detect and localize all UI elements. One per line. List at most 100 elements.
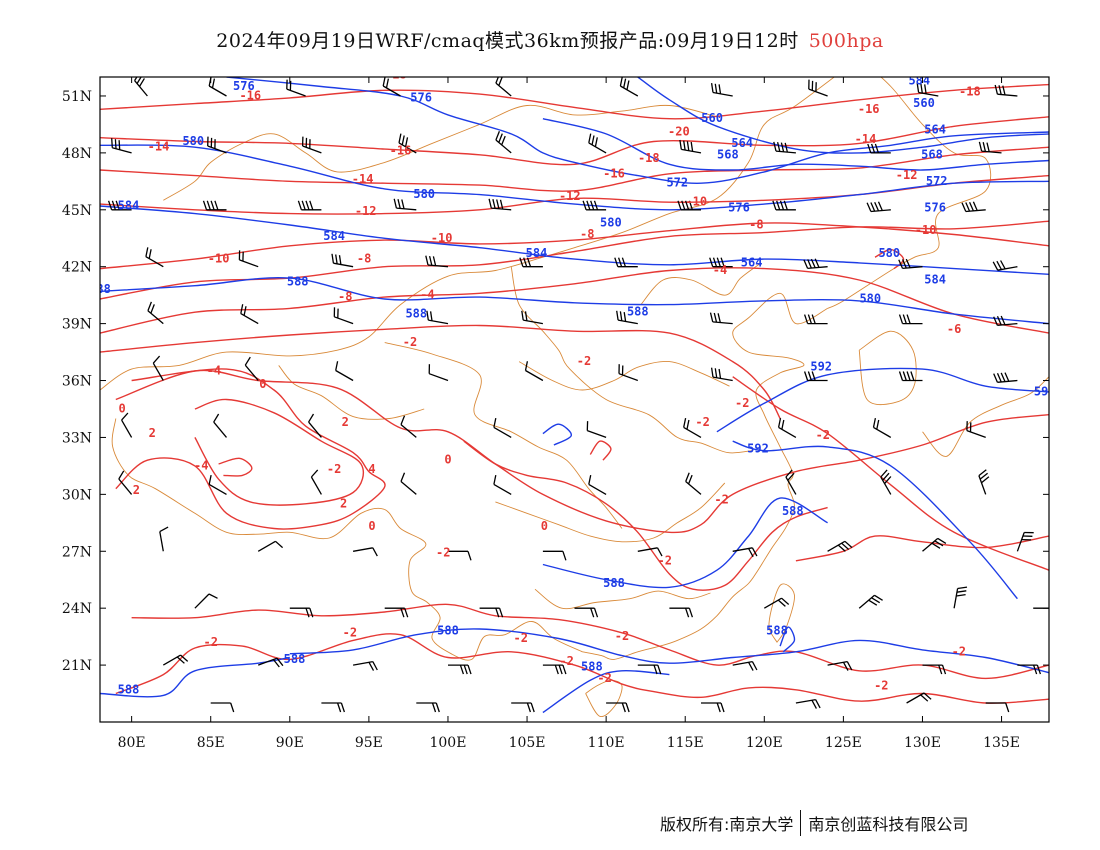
wind-barb bbox=[208, 474, 227, 495]
contour-label-layer: -16 -18 -14 -16 -14 -12 -10 -8 -8 -10 -12 -8 -4 -2 -2 -… bbox=[100, 73, 1048, 696]
wind-barb bbox=[244, 356, 259, 381]
wind-barb bbox=[803, 314, 828, 325]
footer-company: 南京创蓝科技有限公司 bbox=[808, 815, 969, 834]
wind-barb-layer bbox=[107, 77, 1049, 713]
wind-barb bbox=[208, 77, 227, 97]
height-label: 592 bbox=[747, 441, 769, 455]
temperature-label: 2 bbox=[133, 483, 140, 497]
temperature-label: -16 bbox=[858, 102, 880, 116]
temperature-label: -4 bbox=[420, 288, 434, 302]
wind-barb bbox=[159, 526, 169, 552]
lat-tick-label: 24N bbox=[62, 601, 92, 617]
lat-tick-label: 27N bbox=[62, 544, 92, 560]
wind-barb bbox=[145, 247, 164, 268]
wind-barb bbox=[710, 367, 733, 382]
wind-barb bbox=[121, 412, 133, 438]
wind-barb bbox=[872, 417, 892, 438]
wind-barb bbox=[785, 469, 797, 495]
lon-tick-label: 105E bbox=[509, 735, 546, 751]
wind-barb bbox=[966, 421, 986, 439]
height-label: 580 bbox=[413, 187, 435, 201]
wind-barb bbox=[493, 417, 512, 438]
temperature-isoline bbox=[100, 83, 1049, 120]
temperature-isoline bbox=[218, 457, 253, 477]
height-label: 588 bbox=[405, 307, 427, 321]
wind-barb bbox=[213, 413, 227, 438]
wind-barb bbox=[827, 540, 853, 552]
temperature-label: 4 bbox=[368, 462, 375, 476]
wind-barb bbox=[732, 660, 758, 671]
temperature-isoline bbox=[100, 220, 1049, 300]
temperature-label: -2 bbox=[343, 625, 357, 639]
temperature-label: -4 bbox=[194, 458, 208, 472]
temperature-label: -14 bbox=[148, 140, 170, 154]
height-label: 588 bbox=[603, 576, 625, 590]
wind-barb bbox=[614, 257, 638, 268]
temperature-isoline bbox=[100, 267, 1049, 334]
wind-barb bbox=[710, 83, 733, 97]
wind-barb bbox=[495, 130, 512, 154]
wind-barb bbox=[880, 469, 892, 495]
height-isoline bbox=[289, 628, 1049, 674]
lon-tick-label: 95E bbox=[355, 735, 383, 751]
wind-barb bbox=[352, 660, 378, 671]
plot-frame bbox=[99, 76, 1050, 723]
height-isoline bbox=[100, 277, 1049, 325]
boundary-line bbox=[510, 266, 752, 454]
height-label: 584 bbox=[924, 273, 946, 287]
temperature-label: -10 bbox=[208, 252, 230, 266]
wind-barb bbox=[898, 371, 923, 382]
boundary-line bbox=[534, 588, 711, 610]
lat-tick-label: 36N bbox=[62, 374, 92, 390]
temperature-label: 2 bbox=[340, 496, 347, 510]
wind-barb bbox=[685, 472, 702, 495]
wind-barb bbox=[308, 413, 322, 438]
temperature-label: -2 bbox=[403, 335, 417, 349]
lat-tick-label: 33N bbox=[62, 430, 92, 446]
temperature-label: -2 bbox=[513, 631, 527, 645]
wind-barb bbox=[428, 364, 449, 382]
wind-barb bbox=[202, 200, 227, 211]
wind-barb bbox=[898, 258, 923, 270]
temperature-isoline bbox=[115, 633, 1049, 704]
temperature-label: -8 bbox=[357, 252, 371, 266]
temperature-label: -16 bbox=[239, 89, 261, 103]
height-label: 568 bbox=[921, 147, 943, 161]
wind-barb bbox=[310, 469, 322, 495]
temperature-label: -4 bbox=[207, 364, 221, 378]
wind-barb bbox=[400, 472, 417, 495]
wind-barb bbox=[416, 702, 440, 713]
wind-barb bbox=[238, 250, 259, 268]
wind-barb bbox=[488, 198, 512, 211]
height-isoline bbox=[542, 669, 670, 714]
height-label: 59 bbox=[1034, 384, 1048, 398]
wind-barb bbox=[677, 200, 701, 211]
lon-tick-label: 135E bbox=[983, 735, 1020, 751]
temperature-label: 0 bbox=[444, 453, 451, 467]
lon-tick-label: 115E bbox=[667, 735, 704, 751]
wind-barb bbox=[985, 702, 1010, 713]
height-label: 580 bbox=[600, 216, 622, 230]
height-label: 592 bbox=[810, 360, 832, 374]
temperature-isoline bbox=[100, 116, 1049, 166]
wind-barb bbox=[916, 83, 939, 97]
wind-barb bbox=[669, 607, 694, 618]
wind-barb bbox=[384, 607, 409, 618]
wind-barb bbox=[542, 550, 567, 561]
wind-barb bbox=[683, 417, 702, 438]
wind-barb bbox=[352, 547, 378, 557]
height-label: 580 bbox=[182, 134, 204, 148]
height-label: 584 bbox=[908, 73, 930, 87]
temperature-isoline bbox=[589, 440, 612, 461]
wind-barb bbox=[978, 141, 1002, 154]
wind-barb bbox=[732, 547, 758, 558]
boundary-line bbox=[278, 365, 425, 420]
height-isoline-layer bbox=[100, 77, 1049, 714]
wind-barb bbox=[382, 77, 401, 97]
wind-barb bbox=[993, 315, 1018, 327]
lat-tick-label: 51N bbox=[62, 89, 92, 105]
lon-tick-label: 110E bbox=[588, 735, 625, 751]
lon-tick-label: 125E bbox=[825, 735, 862, 751]
wind-barb bbox=[331, 253, 354, 268]
height-label: 572 bbox=[926, 174, 948, 188]
